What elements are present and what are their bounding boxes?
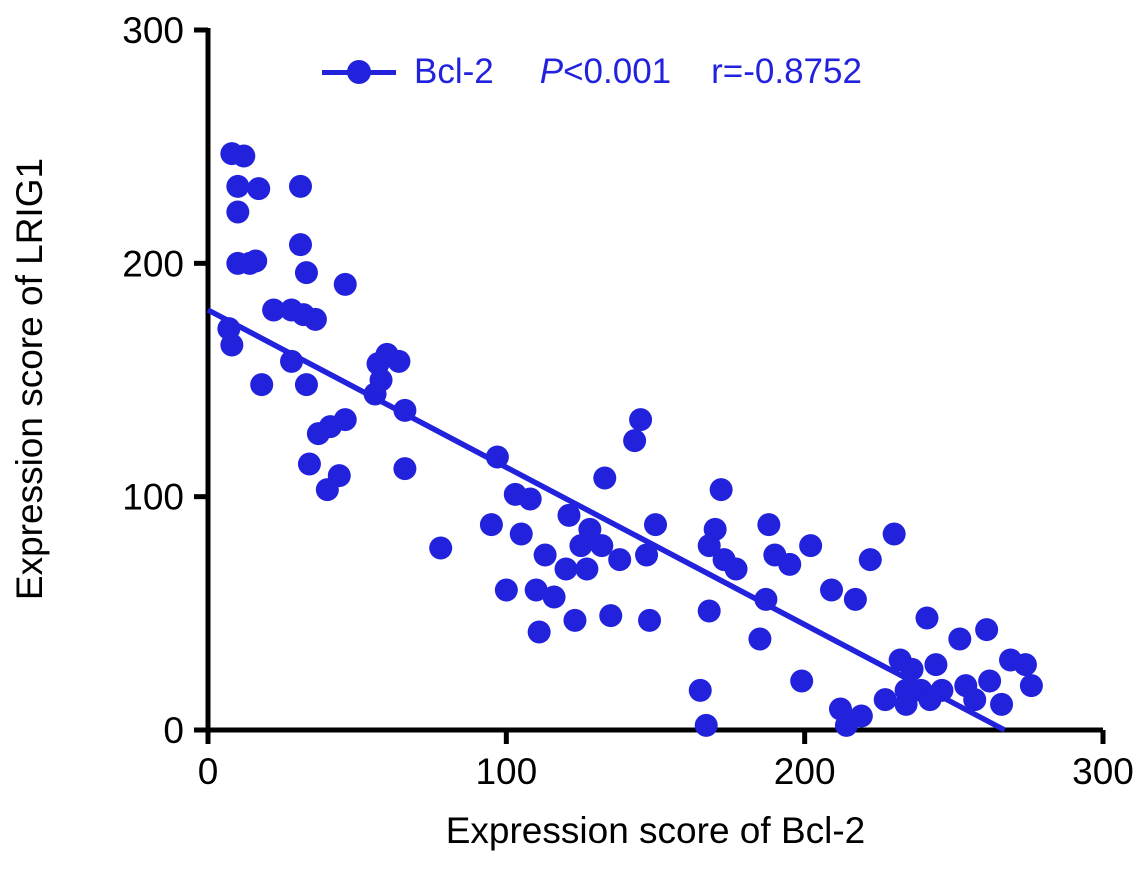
scatter-point: [1019, 674, 1043, 698]
legend-p-symbol: P: [539, 52, 564, 91]
x-tick-label: 300: [1072, 751, 1134, 792]
scatter-point: [924, 653, 948, 677]
scatter-point: [688, 678, 712, 702]
legend-p-value: P<0.001: [540, 52, 671, 92]
scatter-point: [820, 578, 844, 602]
y-tick-label: 300: [122, 10, 184, 51]
scatter-point: [1013, 653, 1037, 677]
scatter-point: [226, 200, 250, 224]
scatter-point: [778, 552, 802, 576]
scatter-point: [518, 487, 542, 511]
scatter-point: [509, 522, 533, 546]
scatter-point: [524, 578, 548, 602]
x-tick-label: 200: [774, 751, 836, 792]
scatter-point: [990, 692, 1014, 716]
scatter-point: [542, 585, 566, 609]
scatter-point: [333, 408, 357, 432]
scatter-point: [748, 627, 772, 651]
scatter-point: [333, 272, 357, 296]
scatter-point: [393, 457, 417, 481]
scatter-point: [644, 513, 667, 537]
scatter-point: [709, 478, 733, 502]
scatter-point: [790, 669, 814, 693]
scatter-point: [226, 174, 250, 198]
scatter-point: [623, 429, 647, 453]
scatter-point: [369, 368, 393, 392]
y-axis-title: Expression score of LRIG1: [9, 157, 50, 601]
scatter-point: [220, 333, 244, 357]
scatter-point: [978, 669, 1002, 693]
scatter-point: [429, 536, 453, 560]
scatter-point: [527, 620, 551, 644]
scatter-point: [963, 688, 987, 712]
scatter-point: [554, 557, 578, 581]
scatter-point: [288, 174, 312, 198]
scatter-point: [638, 608, 662, 632]
scatter-point: [629, 408, 653, 432]
legend-p-threshold: <0.001: [563, 52, 672, 91]
scatter-point: [327, 464, 351, 488]
legend-marker-line: [322, 60, 396, 84]
trend-line: [206, 307, 1006, 733]
scatter-point: [894, 692, 918, 716]
legend-r-value: r=-0.8752: [711, 52, 862, 91]
y-tick-label: 200: [122, 243, 184, 284]
chart-legend: Bcl-2 P<0.001 r=-0.8752: [322, 52, 862, 92]
y-tick-label: 100: [122, 477, 184, 518]
scatter-point: [294, 261, 318, 285]
scatter-point: [578, 517, 602, 541]
scatter-point: [232, 144, 256, 168]
scatter-point: [843, 587, 867, 611]
scatter-point: [697, 599, 721, 623]
scatter-point: [262, 298, 286, 322]
scatter-point: [849, 704, 873, 728]
scatter-point: [635, 543, 659, 567]
scatter-point: [288, 233, 312, 257]
scatter-point: [590, 534, 614, 558]
scatter-point: [533, 543, 557, 567]
x-tick-label: 0: [198, 751, 219, 792]
scatter-point: [247, 177, 271, 201]
x-tick-label: 100: [475, 751, 537, 792]
scatter-point: [703, 517, 727, 541]
scatter-point: [599, 604, 623, 628]
scatter-point: [387, 349, 411, 373]
scatter-point: [244, 249, 268, 273]
scatter-point: [297, 452, 321, 476]
scatter-point: [593, 466, 617, 490]
scatter-point: [479, 513, 503, 537]
scatter-point: [900, 657, 924, 681]
scatter-point: [948, 627, 972, 651]
scatter-point: [303, 307, 327, 331]
scatter-point: [575, 557, 599, 581]
scatter-point: [694, 713, 718, 737]
scatter-point: [294, 373, 318, 397]
legend-series-label: Bcl-2: [414, 52, 494, 91]
scatter-point: [557, 503, 581, 527]
scatter-point: [975, 618, 999, 642]
scatter-point: [858, 548, 882, 572]
scatter-point: [873, 688, 897, 712]
scatter-point: [608, 548, 632, 572]
scatter-point: [882, 522, 906, 546]
scatter-point: [494, 578, 518, 602]
scatter-point: [799, 534, 823, 558]
scatter-point: [724, 557, 748, 581]
legend-marker-dot: [347, 60, 371, 84]
scatter-point: [757, 513, 781, 537]
scatter-point: [250, 373, 274, 397]
scatter-point: [563, 608, 587, 632]
x-axis-title: Expression score of Bcl-2: [445, 810, 866, 851]
scatter-point: [915, 606, 939, 630]
y-tick-label: 0: [163, 710, 184, 751]
